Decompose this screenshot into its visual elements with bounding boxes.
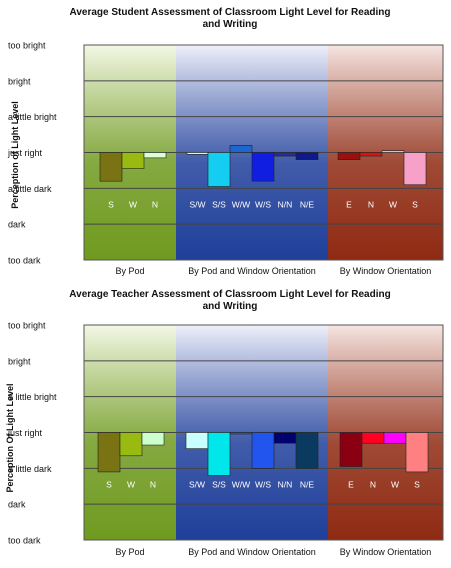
y-tick-label: too dark [8, 256, 41, 266]
chart-2-title: Average Teacher Assessment of Classroom … [69, 289, 391, 312]
bar-label: S/S [212, 199, 226, 209]
y-tick-label: dark [8, 500, 26, 510]
bar-w [119, 432, 143, 457]
bar-label: N/N [278, 199, 293, 209]
bar-n [359, 152, 383, 157]
bar-w [383, 432, 407, 444]
bar-s [99, 152, 123, 182]
bar-n [141, 432, 165, 446]
bar-label: S [108, 199, 114, 209]
y-tick-label: too bright [8, 41, 46, 51]
bar-w [121, 152, 145, 169]
bar-w-s [251, 432, 275, 469]
chart-2: too dark dark a little dark just right a lit… [7, 321, 444, 557]
bar-s-w [186, 152, 209, 155]
y-tick-label: a little bright [8, 392, 57, 402]
bar-label: E [346, 199, 352, 209]
category-label: By Window Orientation [340, 266, 432, 276]
bar-label: W [127, 479, 135, 489]
bar-label: N/N [278, 479, 293, 489]
bar-label: S/W [189, 199, 205, 209]
bar-label: S [106, 479, 112, 489]
bar-n [143, 152, 167, 159]
bar-label: N [150, 479, 156, 489]
category-label: By Pod and Window Orientation [188, 547, 316, 557]
category-label: By Window Orientation [340, 547, 432, 557]
bar-w-w [229, 432, 253, 435]
bar-w-w [229, 145, 253, 153]
bar-n-e [295, 152, 319, 160]
category-label: By Pod [115, 547, 144, 557]
bar-label: E [348, 479, 354, 489]
bar-w-s [251, 152, 275, 182]
bar-n [361, 432, 385, 444]
bar-n-e [295, 432, 319, 469]
y-tick-label: a little dark [8, 184, 52, 194]
y-tick-label: just right [7, 148, 43, 158]
bar-e [337, 152, 361, 160]
chart-1-title: Average Student Assessment of Classroom … [69, 7, 391, 30]
bar-label: S/S [212, 479, 226, 489]
bar-label: S [412, 199, 418, 209]
bar-s-s [207, 152, 231, 187]
y-tick-label: dark [8, 220, 26, 230]
bar-n-n [273, 152, 297, 157]
bar-label: W/S [255, 199, 271, 209]
bar-w [381, 150, 405, 153]
y-tick-label: bright [8, 76, 31, 86]
bar-label: N/E [300, 199, 315, 209]
plot-frame [83, 324, 444, 541]
bar-label: W/W [232, 199, 250, 209]
bar-label: W/S [255, 479, 271, 489]
y-tick-label: a little bright [8, 112, 57, 122]
bar-s-s [207, 432, 231, 476]
bar-label: S/W [189, 479, 205, 489]
y-tick-label: too dark [8, 536, 41, 546]
bar-label: N/E [300, 479, 315, 489]
bar-label: W/W [232, 479, 250, 489]
bar-n-n [273, 432, 297, 444]
chart-1: too dark dark a little dark just right a lit… [7, 41, 444, 276]
bar-label: W [129, 199, 137, 209]
bar-s [405, 432, 429, 473]
bar-label: W [391, 479, 399, 489]
bar-s-w [185, 432, 209, 449]
bar-label: N [368, 199, 374, 209]
y-tick-label: just right [7, 428, 43, 438]
category-label: By Pod and Window Orientation [188, 266, 316, 276]
bar-label: N [152, 199, 158, 209]
y-tick-label: bright [8, 356, 31, 366]
bar-label: W [389, 199, 397, 209]
y-tick-label: a little dark [8, 464, 52, 474]
bar-s [403, 152, 427, 186]
bar-s [97, 432, 121, 473]
plot-frame [83, 44, 444, 261]
bar-label: N [370, 479, 376, 489]
category-label: By Pod [115, 266, 144, 276]
y-tick-label: too bright [8, 321, 46, 331]
bar-label: S [414, 479, 420, 489]
bar-e [339, 432, 363, 467]
